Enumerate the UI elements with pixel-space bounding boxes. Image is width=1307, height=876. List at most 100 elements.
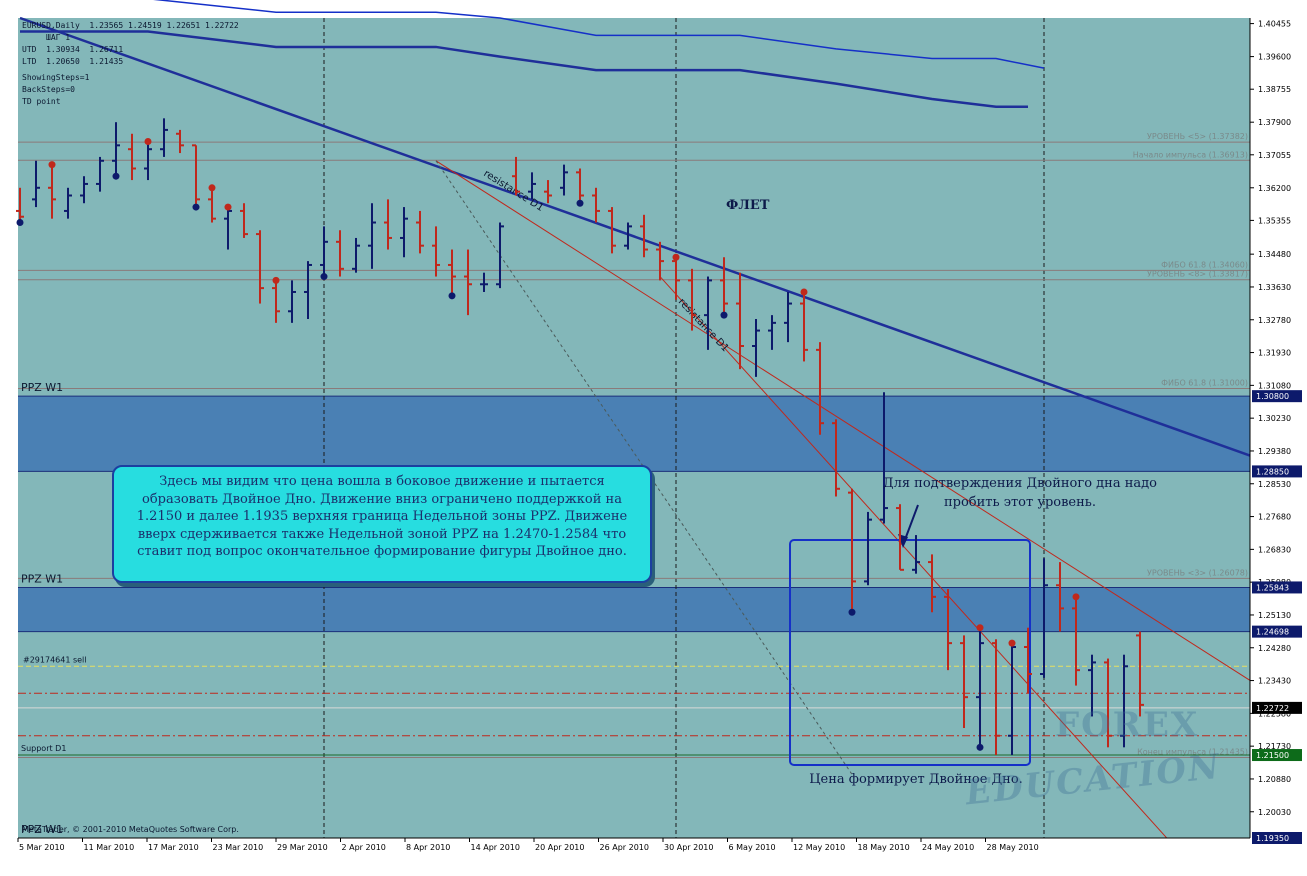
ltd-line: LTD 1.20650 1.21435 [22, 57, 124, 66]
fractal-low-marker [192, 203, 200, 211]
fractal-low-marker [320, 273, 328, 281]
y-tick-label: 1.20880 [1258, 775, 1291, 784]
resistance-line-1 [435, 160, 1253, 683]
fractal-low-marker [848, 608, 856, 616]
envelope-lower [20, 30, 1028, 109]
y-tick-label: 1.21730 [1258, 742, 1291, 751]
showing-steps: ShowingSteps=1 [22, 73, 90, 82]
y-tick-label: 1.35355 [1258, 216, 1291, 225]
confirm-note: Для подтверждения Двойного дна надо проб… [883, 476, 1157, 510]
price-badge-label: 1.19350 [1256, 834, 1289, 843]
fractal-low-marker [112, 172, 120, 180]
support-label: Support D1 [21, 744, 66, 753]
x-tick-label: 24 May 2010 [922, 843, 974, 852]
y-tick-label: 1.37055 [1258, 151, 1291, 160]
fractal-low-marker [976, 743, 984, 751]
fractal-high-marker [48, 161, 56, 169]
watermark-forex: FOREX [1055, 705, 1200, 745]
flat-annotation: ФЛЕТ [726, 198, 770, 213]
x-tick-label: 17 Mar 2010 [148, 843, 199, 852]
price-badge [1252, 581, 1302, 594]
ppz-zone [18, 396, 1250, 472]
ppz-zone-label: PPZ W1 [21, 381, 63, 394]
fractal-low-marker [720, 311, 728, 319]
y-tick-label: 1.36200 [1258, 184, 1291, 193]
fractal-low-marker [16, 219, 24, 227]
x-tick-label: 6 May 2010 [729, 843, 776, 852]
ppz-zone [18, 587, 1250, 632]
sell-order-label: #29174641 sell [23, 655, 87, 664]
y-tick-label: 1.25130 [1258, 611, 1291, 620]
x-tick-label: 20 Apr 2010 [535, 843, 584, 852]
x-tick-label: 30 Apr 2010 [664, 843, 713, 852]
price-badge-label: 1.25843 [1256, 583, 1289, 592]
y-tick-label: 1.31080 [1258, 381, 1291, 390]
callout-text: Здесь мы видим что цена вошла в боковое … [136, 474, 628, 559]
price-badge [1252, 832, 1302, 844]
fractal-low-marker [576, 199, 584, 207]
y-tick-label: 1.30230 [1258, 414, 1291, 423]
fractal-high-marker [208, 184, 216, 192]
x-tick-label: 11 Mar 2010 [84, 843, 135, 852]
x-tick-label: 26 Apr 2010 [600, 843, 649, 852]
ppz-zone-label: PPZ W1 [21, 823, 63, 836]
y-tick-label: 1.23430 [1258, 677, 1291, 686]
fractal-high-marker [224, 203, 232, 211]
x-tick-label: 12 May 2010 [793, 843, 845, 852]
ppz-zone-label: PPZ W1 [21, 572, 63, 585]
envelope-upper [153, 0, 1045, 69]
y-tick-label: 1.33630 [1258, 283, 1291, 292]
y-tick-label: 1.38755 [1258, 85, 1291, 94]
step-line: ШАГ 1 [46, 33, 71, 42]
fractal-high-marker [800, 288, 808, 296]
price-badge-label: 1.28850 [1256, 467, 1289, 476]
back-steps: BackSteps=0 [22, 85, 75, 94]
x-tick-label: 23 Mar 2010 [213, 843, 264, 852]
x-tick-label: 29 Mar 2010 [277, 843, 328, 852]
y-tick-label: 1.29380 [1258, 447, 1291, 456]
price-badge [1252, 625, 1302, 638]
td-point: TD point [22, 97, 61, 106]
level-label: УРОВЕНЬ <8> (1.33817) [1147, 270, 1248, 279]
y-tick-label: 1.24280 [1258, 644, 1291, 653]
price-badge [1252, 390, 1302, 403]
fractal-high-marker [272, 276, 280, 284]
fractal-high-marker [976, 624, 984, 632]
price-badge-label: 1.24698 [1256, 628, 1289, 637]
price-badge [1252, 749, 1302, 762]
price-badge-label: 1.30800 [1256, 392, 1289, 401]
level-label: Начало импульса (1.36913) [1133, 150, 1248, 159]
level-label: ФИБО 61.8 (1.31000) [1161, 378, 1248, 387]
callout-box: Здесь мы видим что цена вошла в боковое … [112, 465, 652, 583]
x-tick-label: 28 May 2010 [987, 843, 1039, 852]
fractal-low-marker [448, 292, 456, 300]
y-tick-label: 1.40455 [1258, 20, 1291, 29]
price-badge [1252, 701, 1302, 714]
level-label: УРОВЕНЬ <5> (1.37382) [1147, 132, 1248, 141]
y-tick-label: 1.37900 [1258, 118, 1291, 127]
y-tick-label: 1.32780 [1258, 316, 1291, 325]
price-badge-label: 1.22722 [1256, 704, 1289, 713]
y-axis-panel [1250, 18, 1307, 852]
x-tick-label: 14 Apr 2010 [471, 843, 520, 852]
level-label: ФИБО 61.8 (1.34060) [1161, 260, 1248, 269]
double-bottom-note: Цена формирует Двойное Дно. [809, 772, 1023, 787]
y-tick-label: 1.27680 [1258, 513, 1291, 522]
price-badge [1252, 465, 1302, 478]
y-tick-label: 1.34480 [1258, 250, 1291, 259]
symbol-line: EURUSD,Daily 1.23565 1.24519 1.22651 1.2… [22, 21, 239, 30]
fractal-high-marker [1008, 639, 1016, 647]
y-tick-label: 1.39600 [1258, 53, 1291, 62]
x-tick-label: 5 Mar 2010 [19, 843, 65, 852]
level-label: УРОВЕНЬ <3> (1.26078) [1147, 568, 1248, 577]
copyright: MetaTrader, © 2001-2010 MetaQuotes Softw… [22, 825, 239, 834]
y-tick-label: 1.26830 [1258, 545, 1291, 554]
y-tick-label: 1.31930 [1258, 349, 1291, 358]
double-bottom-box [789, 539, 1031, 766]
fractal-high-marker [144, 137, 152, 145]
y-tick-label: 1.20030 [1258, 808, 1291, 817]
level-label: Конец импульса (1.21435) [1137, 748, 1248, 757]
x-tick-label: 18 May 2010 [858, 843, 910, 852]
x-tick-label: 8 Apr 2010 [406, 843, 450, 852]
